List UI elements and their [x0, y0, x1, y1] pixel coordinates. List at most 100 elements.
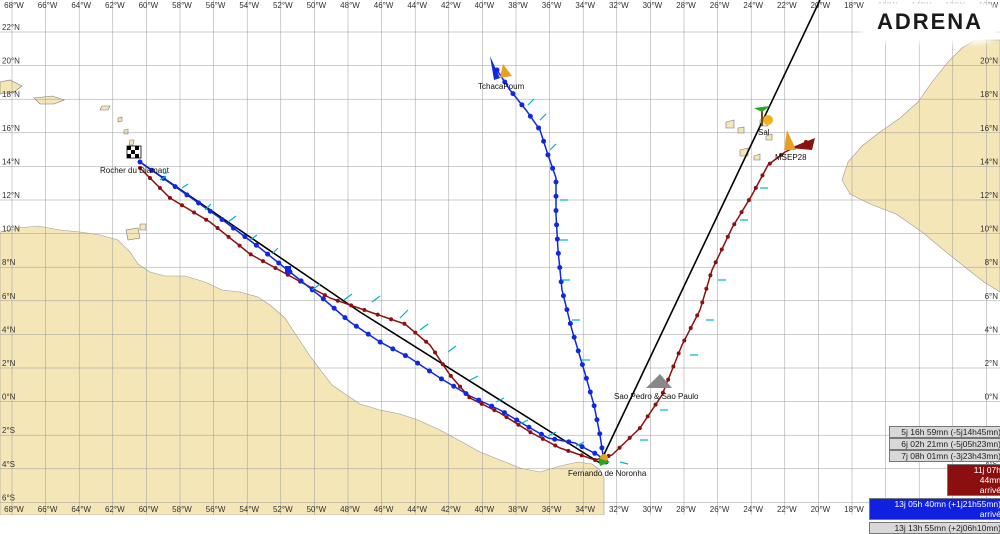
route-point [592, 450, 598, 456]
lon-label-bottom: 66°W [38, 505, 58, 514]
route-point [157, 185, 162, 190]
lon-label-top: 66°W [38, 1, 58, 10]
lat-label-left: 2°N [2, 359, 16, 368]
lon-label-bottom: 20°W [811, 505, 831, 514]
lon-label-top: 44°W [407, 1, 427, 10]
lon-label-top: 24°W [743, 1, 763, 10]
route-point [540, 436, 545, 441]
route-point [180, 203, 185, 208]
route-point [671, 364, 676, 369]
route-point [739, 210, 744, 215]
place-label-sal: Sal [758, 128, 770, 137]
route-point [713, 260, 718, 265]
route-point [557, 265, 563, 271]
palm-tree-icon [754, 106, 773, 126]
lon-label-bottom: 30°W [643, 505, 663, 514]
lon-label-bottom: 56°W [206, 505, 226, 514]
lon-label-top: 26°W [710, 1, 730, 10]
route-point [265, 251, 271, 257]
route-point [567, 320, 573, 326]
route-point [415, 360, 421, 366]
lat-label-right: 14°N [980, 157, 998, 166]
legend-entry[interactable]: 7j 08h 01mn (-3j23h43mn) [889, 450, 1000, 462]
route-point [440, 362, 445, 367]
chart-map[interactable]: 68°W 68°W 66°W 66°W 64°W 64°W 62°W 62°W 60°W 60°W… [0, 0, 1000, 515]
route-point [555, 250, 561, 256]
route-point [676, 351, 681, 356]
route-point [215, 226, 220, 231]
lon-label-bottom: 68°W [4, 505, 24, 514]
legend-entry[interactable]: 5j 16h 59mn (-5j14h45mn) [889, 426, 1000, 438]
lon-label-bottom: 46°W [374, 505, 394, 514]
land-south-america [0, 225, 605, 515]
lat-label-left: 16°N [2, 124, 20, 133]
lon-label-bottom: 38°W [508, 505, 528, 514]
route-point [592, 457, 597, 462]
lat-label-left: 14°N [2, 157, 20, 166]
route-point [627, 435, 632, 440]
route-point [594, 417, 600, 423]
boat-icon-finish [598, 454, 610, 466]
route-point [779, 153, 784, 158]
lon-label-bottom: 28°W [676, 505, 696, 514]
lon-label-bottom: 50°W [307, 505, 327, 514]
boat-icon-blue[interactable] [285, 266, 291, 274]
route-point [719, 247, 724, 252]
legend-entry[interactable]: 13j 13h 55mn (+2j06h10mn) [869, 522, 1000, 534]
lat-label-right: 2°N [985, 359, 999, 368]
route-point [219, 217, 225, 223]
route-point [553, 193, 559, 199]
lat-label-right: 20°N [980, 57, 998, 66]
lon-label-top: 32°W [609, 1, 629, 10]
route-dots [137, 67, 808, 465]
legend-time: 11j 07h 44mn [973, 465, 1000, 485]
finish-flag-icon[interactable] [126, 145, 142, 159]
lat-label-left: 18°N [2, 90, 20, 99]
route-point [553, 208, 559, 214]
route-point [554, 222, 560, 228]
route-point [476, 397, 482, 403]
route-point [320, 296, 326, 302]
route-point [637, 426, 642, 431]
lon-label-bottom: 34°W [575, 505, 595, 514]
lat-label-right: 6°N [985, 292, 999, 301]
lon-label-bottom: 26°W [710, 505, 730, 514]
legend-entry-red[interactable]: 11j 07h 44mn arrivé [947, 464, 1000, 496]
route-point [237, 243, 242, 248]
route-point [767, 161, 772, 166]
lon-label-top: 22°W [777, 1, 797, 10]
legend-entry[interactable]: 6j 02h 21mn (-5j05h23mn) [889, 438, 1000, 450]
route-point [184, 192, 190, 198]
route-point [725, 234, 730, 239]
route-point [746, 198, 751, 203]
route-point [666, 377, 671, 382]
route-point [467, 395, 472, 400]
legend-entry-blue[interactable]: 13j 05h 40mn (+1j21h55mn) arrivé [869, 498, 1000, 520]
route-point [645, 414, 650, 419]
lon-label-top: 62°W [105, 1, 125, 10]
route-point [492, 408, 497, 413]
route-point [599, 445, 605, 451]
lon-label-top: 64°W [71, 1, 91, 10]
boat-icon-red-east[interactable] [784, 130, 815, 150]
route-point [653, 402, 658, 407]
lat-label-left: 12°N [2, 191, 20, 200]
lat-label-left: 22°N [2, 23, 20, 32]
legend-time: 13j 05h 40mn (+1j21h55mn) [894, 499, 1000, 509]
boat-icon-blue-north[interactable] [490, 56, 512, 80]
lon-label-top: 56°W [206, 1, 226, 10]
route-point [700, 300, 705, 305]
route-point [433, 350, 438, 355]
lon-label-bottom: 18°W [844, 505, 864, 514]
lon-label-bottom: 48°W [340, 505, 360, 514]
lon-label-top: 46°W [374, 1, 394, 10]
route-point [550, 165, 556, 171]
route-point [479, 401, 484, 406]
place-label-msep28: MSEP28 [775, 153, 807, 162]
route-point [536, 125, 542, 131]
route-point [502, 79, 508, 85]
route-point [519, 102, 525, 108]
lon-label-bottom: 44°W [407, 505, 427, 514]
route-point [732, 222, 737, 227]
route-point [528, 430, 533, 435]
